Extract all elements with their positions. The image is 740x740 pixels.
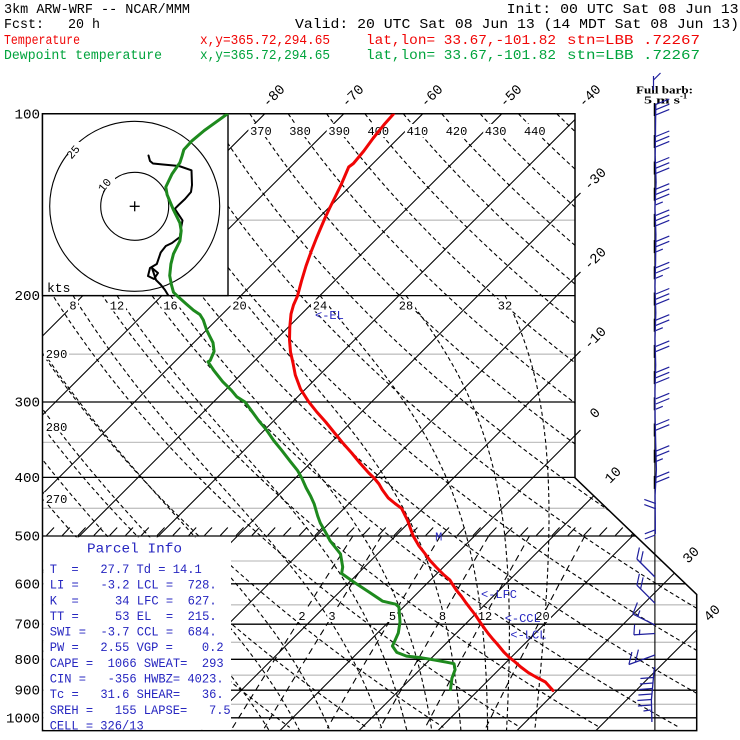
- svg-text:400: 400: [14, 471, 40, 487]
- svg-text:<-LCL: <-LCL: [510, 629, 546, 643]
- svg-text:CELL = 326/13: CELL = 326/13: [50, 719, 144, 734]
- svg-text:280: 280: [46, 421, 68, 435]
- svg-text:410: 410: [407, 125, 429, 139]
- svg-text:Valid: 20 UTC Sat 08 Jun 13 (1: Valid: 20 UTC Sat 08 Jun 13 (14 MDT Sat …: [295, 17, 739, 33]
- svg-text:Dewpoint temperature: Dewpoint temperature: [4, 48, 162, 64]
- svg-text:TT = 53 EL = 215.: TT = 53 EL = 215.: [50, 609, 217, 624]
- svg-text:PW = 2.55 VGP = 0.2: PW = 2.55 VGP = 0.2: [50, 640, 224, 655]
- svg-text:-1: -1: [680, 91, 687, 101]
- svg-text:290: 290: [46, 348, 68, 362]
- svg-text:440: 440: [524, 125, 546, 139]
- svg-text:700: 700: [14, 618, 40, 634]
- svg-text:lat,lon= 33.67,-101.82: lat,lon= 33.67,-101.82: [366, 33, 556, 49]
- svg-text:Parcel Info: Parcel Info: [87, 542, 182, 558]
- svg-text:3: 3: [328, 610, 335, 624]
- svg-text:LI = -3.2 LCL = 728.: LI = -3.2 LCL = 728.: [50, 578, 217, 593]
- svg-text:420: 420: [446, 125, 468, 139]
- svg-text:3km ARW-WRF -- NCAR/MMM: 3km ARW-WRF -- NCAR/MMM: [4, 2, 190, 18]
- svg-text:32: 32: [498, 300, 512, 314]
- svg-text:8: 8: [69, 300, 76, 314]
- svg-text:<-LFC: <-LFC: [481, 588, 517, 602]
- svg-text:Full barb:: Full barb:: [636, 85, 693, 97]
- svg-text:SREH = 155 LAPSE= 7.5: SREH = 155 LAPSE= 7.5: [50, 703, 231, 718]
- svg-text:SWI = -3.7 CCL = 684.: SWI = -3.7 CCL = 684.: [50, 625, 217, 640]
- svg-text:M: M: [435, 531, 442, 545]
- svg-text:20: 20: [535, 610, 549, 624]
- svg-text:Init: 00 UTC Sat 08 Jun 13: Init: 00 UTC Sat 08 Jun 13: [507, 2, 739, 18]
- svg-text:Fcst: 20 h: Fcst: 20 h: [4, 17, 100, 33]
- svg-text:370: 370: [250, 125, 272, 139]
- svg-text:390: 390: [328, 125, 350, 139]
- svg-text:20: 20: [232, 300, 246, 314]
- svg-text:CAPE = 1066 SWEAT= 293: CAPE = 1066 SWEAT= 293: [50, 656, 224, 671]
- svg-text:CIN = -356 HWBZ= 4023.: CIN = -356 HWBZ= 4023.: [50, 672, 224, 687]
- svg-text:800: 800: [14, 653, 40, 669]
- svg-text:430: 430: [485, 125, 507, 139]
- svg-text:kts: kts: [47, 281, 70, 296]
- svg-text:8: 8: [439, 610, 446, 624]
- svg-text:Temperature: Temperature: [4, 33, 80, 49]
- svg-text:500: 500: [14, 530, 40, 546]
- svg-text:200: 200: [14, 289, 40, 305]
- svg-text:stn=LBB .72267: stn=LBB .72267: [567, 48, 700, 64]
- svg-text:28: 28: [399, 300, 413, 314]
- svg-text:380: 380: [289, 125, 311, 139]
- svg-text:900: 900: [14, 684, 40, 700]
- svg-text:Tc = 31.6 SHEAR= 36.: Tc = 31.6 SHEAR= 36.: [50, 687, 224, 702]
- svg-text:lat,lon= 33.67,-101.82: lat,lon= 33.67,-101.82: [366, 48, 556, 64]
- svg-text:<-EL: <-EL: [315, 309, 344, 323]
- svg-text:5 m s: 5 m s: [644, 95, 681, 107]
- svg-text:12: 12: [110, 300, 124, 314]
- svg-text:<-CCL: <-CCL: [505, 612, 541, 626]
- svg-text:100: 100: [14, 107, 40, 123]
- svg-text:2: 2: [298, 610, 305, 624]
- svg-text:K = 34 LFC = 627.: K = 34 LFC = 627.: [50, 593, 217, 608]
- svg-text:5: 5: [389, 610, 396, 624]
- svg-text:600: 600: [14, 577, 40, 593]
- svg-text:x,y=365.72,294.65: x,y=365.72,294.65: [200, 48, 330, 64]
- svg-text:270: 270: [46, 493, 68, 507]
- svg-text:24: 24: [313, 300, 327, 314]
- svg-text:x,y=365.72,294.65: x,y=365.72,294.65: [200, 33, 330, 49]
- svg-text:12: 12: [478, 610, 492, 624]
- svg-text:1000: 1000: [6, 711, 40, 727]
- svg-text:T = 27.7 Td = 14.1: T = 27.7 Td = 14.1: [50, 562, 202, 577]
- svg-text:stn=LBB .72267: stn=LBB .72267: [567, 33, 700, 49]
- svg-text:16: 16: [163, 300, 177, 314]
- svg-text:300: 300: [14, 396, 40, 412]
